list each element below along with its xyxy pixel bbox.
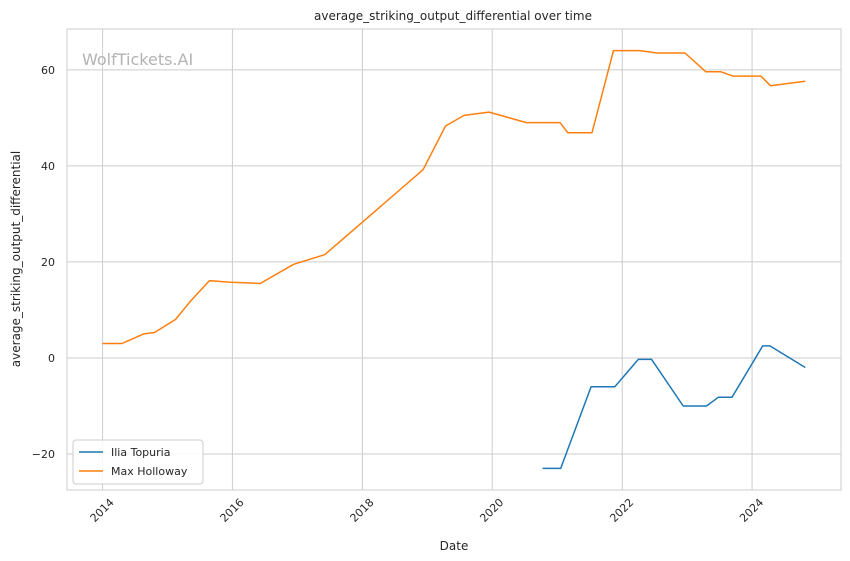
y-tick-labels: −20 0 20 40 60 [32, 64, 55, 461]
x-tick-label: 2018 [348, 496, 377, 525]
x-tick-label: 2014 [88, 496, 117, 525]
y-tick-label: 0 [48, 352, 55, 365]
legend-box [72, 439, 204, 485]
y-tick-label: 20 [41, 256, 55, 269]
series-line-ilia-topuria [542, 345, 806, 470]
x-tick-label: 2024 [737, 496, 766, 525]
y-gridlines [67, 69, 841, 455]
watermark: WolfTickets.AI [82, 50, 193, 69]
x-tick-label: 2016 [218, 496, 247, 525]
x-tick-labels: 2014 2016 2018 2020 2022 2024 [88, 496, 766, 525]
x-tick-label: 2020 [477, 496, 506, 525]
legend-label-ilia-topuria: Ilia Topuria [111, 446, 170, 459]
plot-frame [66, 28, 842, 491]
y-tick-label: −20 [32, 448, 55, 461]
chart-title: average_striking_output_differential ove… [314, 9, 592, 23]
x-gridlines [102, 29, 753, 490]
series-layer [102, 49, 806, 470]
series-line-max-holloway [102, 49, 806, 345]
grid-and-axes [66, 28, 842, 491]
y-axis-label: average_striking_output_differential [9, 151, 23, 367]
legend-label-max-holloway: Max Holloway [111, 465, 188, 478]
y-tick-label: 40 [41, 160, 55, 173]
legend: Ilia Topuria Max Holloway [72, 439, 204, 485]
y-tick-label: 60 [41, 64, 55, 77]
x-axis-label: Date [440, 539, 469, 553]
x-tick-label: 2022 [607, 496, 636, 525]
